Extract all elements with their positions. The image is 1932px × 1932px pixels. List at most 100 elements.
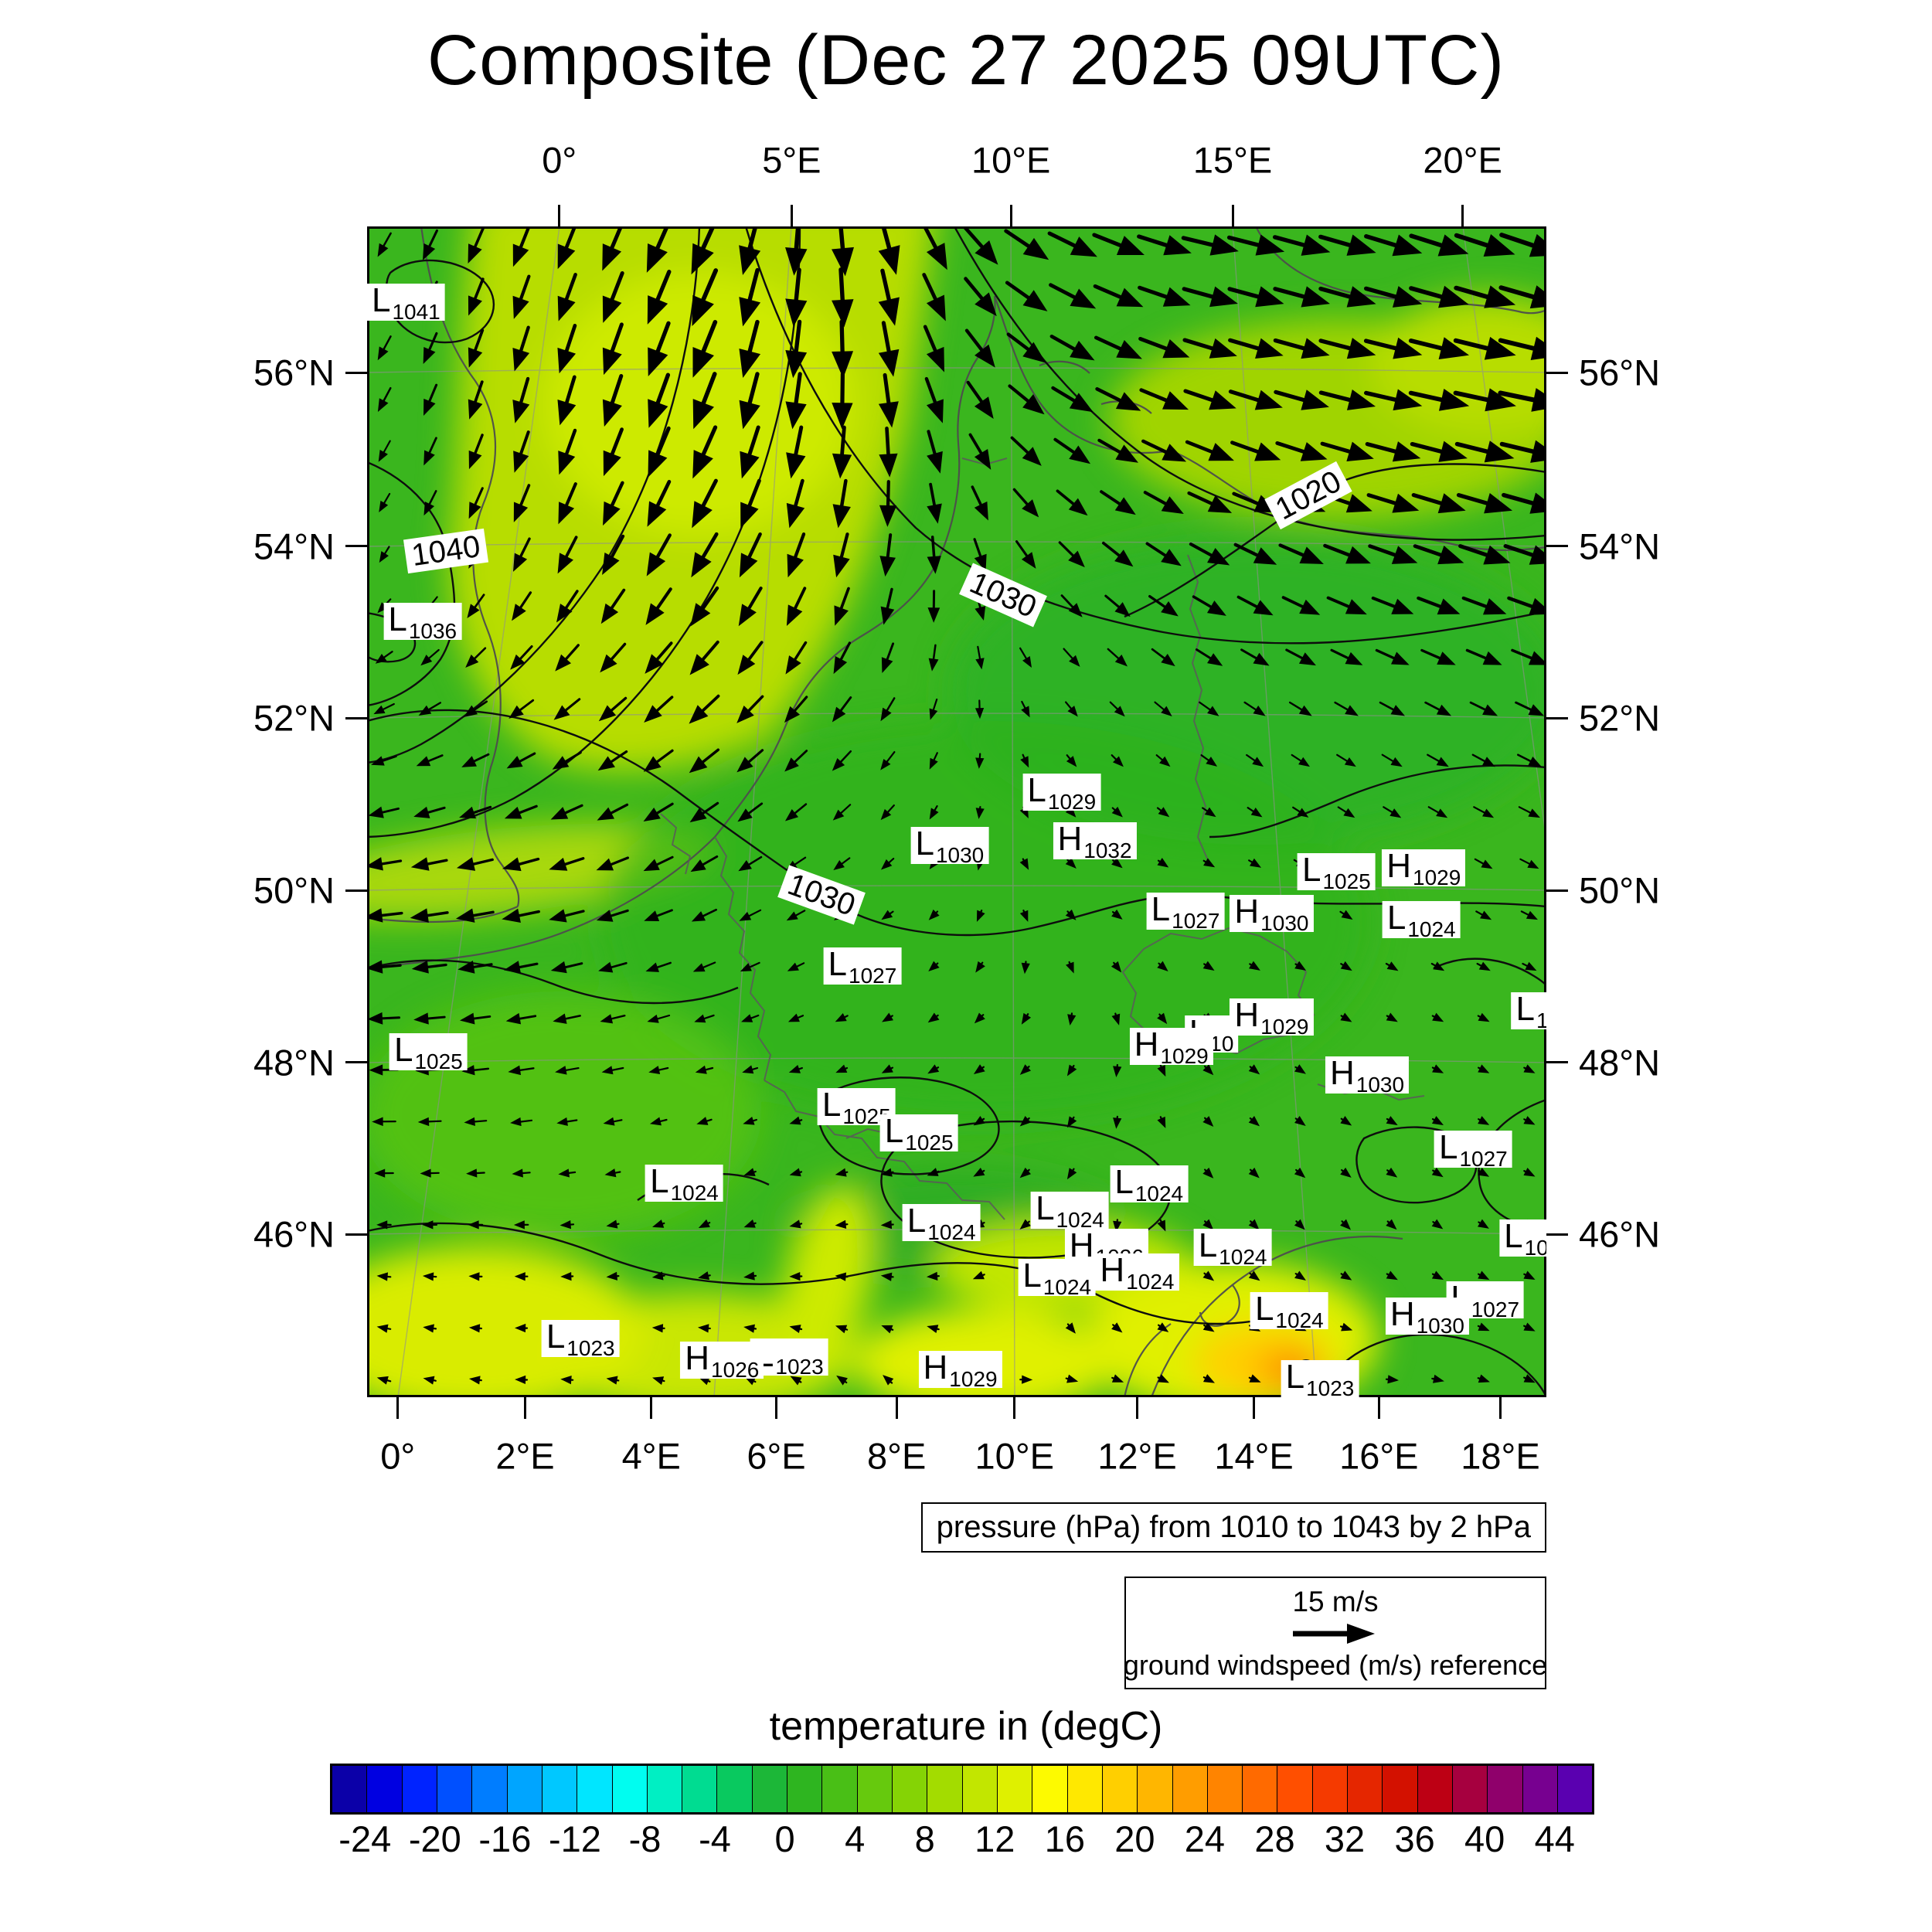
wind-arrow: [378, 440, 391, 462]
wind-arrow: [504, 804, 538, 819]
wind-arrow: [558, 1168, 577, 1178]
wind-arrow: [1243, 701, 1266, 716]
wind-arrow: [1431, 1374, 1444, 1383]
axis-label-bottom: 0°: [380, 1435, 416, 1477]
wind-arrow: [835, 1325, 849, 1334]
pressure-value: 10: [1209, 1032, 1234, 1056]
pressure-value: 1029: [1413, 866, 1461, 890]
colorbar-segment: [787, 1766, 823, 1812]
wind-arrow: [643, 855, 674, 872]
pressure-value: 1023: [775, 1355, 824, 1379]
colorbar-segment: [857, 1766, 893, 1812]
wind-arrow: [1294, 1064, 1306, 1074]
wind-arrow: [1004, 229, 1049, 260]
wind-arrow: [1202, 807, 1216, 818]
wind-arrow: [1157, 858, 1169, 868]
pressure-low-label: L102: [1499, 1219, 1546, 1258]
axis-tick-left: [345, 1233, 367, 1236]
pressure-low-label: L1024: [1031, 1191, 1109, 1230]
wind-arrow: [1058, 541, 1085, 568]
wind-arrow: [1187, 491, 1233, 513]
wind-arrow: [514, 1272, 529, 1281]
wind-arrow: [833, 641, 852, 675]
wind-arrow: [560, 1220, 575, 1230]
wind-arrow: [376, 1220, 392, 1230]
wind-arrow: [927, 482, 942, 524]
pressure-high-label: H1030: [1385, 1298, 1469, 1337]
wind-arrow: [1420, 648, 1456, 665]
pressure-letter: H: [1330, 1054, 1355, 1093]
wind-arrow: [1006, 332, 1046, 363]
wind-arrow: [1109, 701, 1125, 717]
pressure-letter: L: [1301, 850, 1321, 889]
wind-arrow: [1318, 286, 1376, 308]
colorbar-tick: -24: [338, 1818, 392, 1859]
wind-arrow: [556, 590, 579, 623]
wind-arrow: [643, 802, 674, 822]
wind-arrow: [417, 1117, 442, 1127]
wind-arrow: [832, 267, 854, 328]
wind-arrow: [600, 1014, 626, 1024]
wind-arrow: [1337, 806, 1355, 818]
wind-arrow: [835, 1064, 849, 1073]
wind-arrow: [1138, 285, 1191, 307]
wind-arrow: [512, 226, 531, 267]
wind-arrow: [789, 1168, 803, 1177]
wind-arrow: [1019, 1219, 1032, 1230]
wind-arrow: [513, 484, 531, 522]
wind-arrow: [1192, 595, 1226, 616]
wind-arrow: [738, 587, 763, 627]
wind-arrow: [468, 380, 484, 420]
wind-arrow: [422, 1220, 437, 1230]
axis-tick-left: [345, 1061, 367, 1064]
wind-arrow: [648, 321, 671, 376]
wind-arrow: [1157, 1012, 1168, 1025]
wind-arrow: [367, 908, 403, 923]
wind-arrow: [1202, 1167, 1214, 1179]
wind-arrow: [1019, 1375, 1033, 1384]
wind-arrow: [692, 320, 718, 378]
wind-arrow: [691, 532, 719, 578]
wind-arrow: [1065, 909, 1077, 920]
axis-label-bottom: 10°E: [975, 1435, 1054, 1477]
wind-reference-legend: 15 m/s ground windspeed (m/s) reference: [1124, 1577, 1547, 1689]
wind-arrow: [1427, 753, 1449, 767]
wind-arrow: [1156, 807, 1170, 818]
wind-arrow: [377, 232, 392, 257]
colorbar-segment: [1032, 1766, 1068, 1812]
wind-arrow: [649, 1117, 668, 1126]
wind-arrow: [1318, 389, 1376, 410]
wind-arrow: [1523, 1374, 1536, 1383]
wind-arrow: [743, 1324, 757, 1333]
axis-tick-top: [1461, 205, 1464, 226]
wind-arrow: [502, 908, 540, 923]
wind-arrow: [647, 1014, 671, 1023]
wind-arrow: [1364, 286, 1423, 308]
wind-arrow: [1294, 1167, 1306, 1179]
pressure-high-label: H1030: [1325, 1054, 1410, 1096]
wind-arrow: [503, 961, 539, 974]
wind-arrow: [423, 332, 438, 365]
wind-arrow: [789, 1271, 803, 1281]
pressure-low-label: L1023: [541, 1320, 620, 1359]
wind-arrow: [646, 533, 672, 577]
wind-arrow: [1413, 544, 1464, 565]
colorbar-tick: 40: [1464, 1818, 1505, 1859]
wind-arrow: [1273, 234, 1331, 256]
wind-arrow: [1273, 286, 1330, 308]
wind-arrow: [549, 909, 585, 923]
wind-arrow: [1371, 596, 1414, 614]
wind-arrow: [962, 226, 998, 265]
wind-arrow: [1523, 1064, 1536, 1073]
colorbar-tick: -8: [628, 1818, 662, 1859]
wind-arrow: [832, 425, 852, 479]
wind-arrow: [1021, 1012, 1032, 1025]
wind-arrow: [1113, 1115, 1122, 1129]
wind-arrow: [1111, 909, 1123, 920]
wind-arrow: [596, 856, 629, 871]
wind-arrow: [418, 702, 441, 716]
wind-arrow: [1065, 1374, 1079, 1383]
wind-arrow: [739, 372, 760, 430]
wind-arrow: [928, 961, 940, 972]
wind-arrow: [928, 644, 939, 672]
